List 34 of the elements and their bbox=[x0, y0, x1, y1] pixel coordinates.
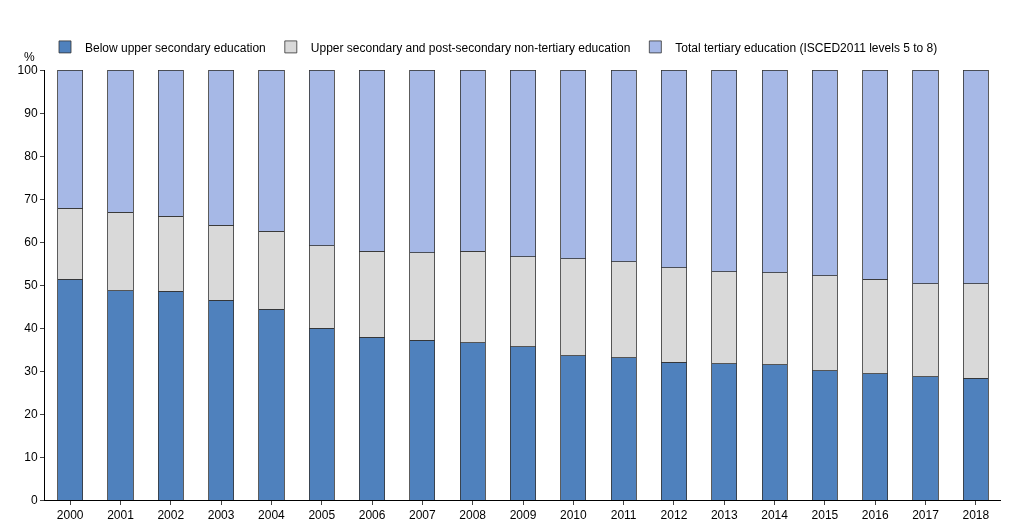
y-tick-label: 10 bbox=[24, 450, 38, 465]
x-tick-label: 2004 bbox=[258, 508, 286, 523]
x-tick-label: 2016 bbox=[861, 508, 889, 523]
legend-label: Upper secondary and post-secondary non-tertiary education bbox=[310, 40, 631, 55]
y-tick-label: 50 bbox=[24, 278, 38, 293]
x-tick-label: 2012 bbox=[660, 508, 688, 523]
y-tick-label: 100 bbox=[17, 63, 38, 78]
x-tick-label: 2011 bbox=[610, 508, 637, 523]
x-tick-label: 2015 bbox=[811, 508, 839, 523]
legend-label: Below upper secondary education bbox=[85, 40, 266, 55]
x-tick-label: 2000 bbox=[56, 508, 84, 523]
y-tick-label: 30 bbox=[24, 364, 38, 379]
x-tick-label: 2002 bbox=[157, 508, 185, 523]
x-tick-label: 2006 bbox=[358, 508, 386, 523]
y-tick-label: 70 bbox=[24, 192, 38, 207]
x-tick-label: 2008 bbox=[459, 508, 487, 523]
x-tick-label: 2013 bbox=[710, 508, 738, 523]
legend-label: Total tertiary education (ISCED2011 levels 5 to 8) bbox=[675, 40, 938, 55]
y-tick-label: 90 bbox=[24, 106, 38, 121]
y-tick-label: 60 bbox=[24, 235, 38, 250]
x-tick-label: 2001 bbox=[107, 508, 135, 523]
x-tick-label: 2009 bbox=[509, 508, 537, 523]
x-tick-label: 2007 bbox=[409, 508, 437, 523]
y-tick-label: 0 bbox=[30, 493, 38, 508]
x-tick-label: 2014 bbox=[761, 508, 789, 523]
x-tick-label: 2017 bbox=[912, 508, 940, 523]
x-tick-label: 2018 bbox=[962, 508, 990, 523]
y-tick-label: 20 bbox=[24, 407, 38, 422]
x-tick-label: 2010 bbox=[559, 508, 587, 523]
y-axis-title: % bbox=[24, 50, 35, 64]
y-tick-label: 80 bbox=[24, 149, 38, 164]
x-tick-label: 2003 bbox=[207, 508, 235, 523]
y-tick-label: 40 bbox=[24, 321, 38, 336]
x-tick-label: 2005 bbox=[308, 508, 336, 523]
